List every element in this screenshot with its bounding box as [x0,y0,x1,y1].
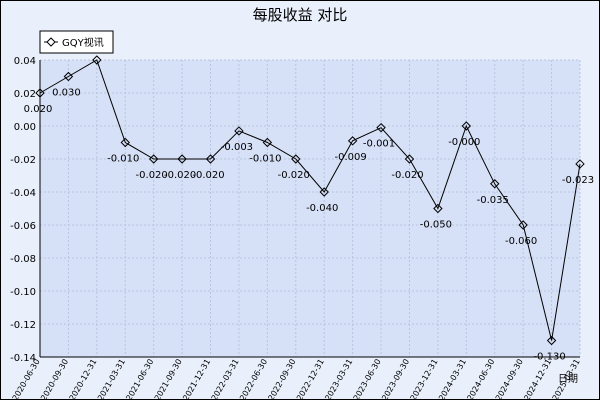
x-tick-label: 2022-03-31 [210,358,241,400]
data-point [63,71,74,82]
data-label: -0.020 [192,170,224,181]
data-label: -0.010 [107,154,139,165]
data-point [404,154,415,164]
y-tick-label: -0.06 [10,221,36,232]
data-label: -0.000 [448,137,480,148]
data-label: -0.009 [335,152,367,163]
x-tick-label: 2023-09-30 [380,358,411,400]
chart-title: 每股收益 对比 [253,6,348,24]
data-point [518,220,528,230]
y-tick-label: -0.10 [10,287,36,298]
plot-area [40,60,580,357]
legend-box [39,30,114,54]
x-tick-label: 2024-12-31 [522,358,553,400]
x-tick-label: 2024-09-30 [494,358,525,400]
x-tick-label: 2023-03-31 [323,358,354,400]
x-tick-label: 2022-12-31 [295,358,326,400]
y-tick-label: 0.00 [14,122,36,133]
data-label: -0.040 [306,203,338,214]
data-point [546,335,557,346]
data-point [490,179,500,189]
x-tick-label: 2024-06-30 [465,357,496,400]
y-tick-label: -0.14 [10,353,36,364]
x-tick-label: 2021-06-30 [124,358,155,400]
data-label: -0.020 [391,170,423,181]
x-tick-label: 2021-09-30 [153,358,184,400]
data-label: -0.010 [249,154,281,165]
data-label: -0.020 [278,170,310,181]
data-label: -0.050 [420,220,452,231]
data-point [262,137,273,148]
data-label: -0.035 [477,195,509,206]
y-tick-label: 0.04 [14,56,36,67]
data-point [291,154,301,164]
y-tick-label: -0.04 [10,188,36,199]
y-tick-label: -0.02 [10,155,36,166]
x-tick-label: 2023-06-30 [352,358,383,400]
x-tick-label: 2024-03-31 [437,358,468,400]
data-point [347,136,358,146]
data-point [148,154,159,164]
data-point [234,126,244,136]
data-label: 0.020 [24,104,53,115]
y-tick-label: -0.12 [10,320,36,331]
y-tick-label: -0.08 [10,254,36,265]
data-point [461,121,472,131]
x-tick-label: 2021-03-31 [96,358,127,400]
y-tick-label: 0.02 [14,89,36,100]
data-label: -0.023 [562,175,594,186]
data-point [205,154,216,164]
legend: GQY视讯 [39,30,114,54]
legend-diamond-icon [46,37,56,47]
x-tick-label: 2022-09-30 [266,358,297,400]
x-tick-label: 2022-06-30 [238,358,269,400]
data-point [120,137,130,148]
data-point [575,159,585,169]
legend-label: GQY视讯 [62,36,104,49]
data-label: -0.001 [363,139,395,150]
data-label: -0.130 [533,352,565,363]
data-point [376,122,386,133]
data-label: -0.020 [136,170,168,181]
x-tick-label: 2020-12-31 [68,358,99,400]
data-label: 0.030 [52,88,81,99]
x-tick-label: 2021-12-31 [181,358,212,400]
data-label: -0.060 [505,236,537,247]
data-label: -0.020 [164,170,196,181]
data-point [177,154,187,164]
x-axis-label: 日期 [558,373,578,385]
data-point [433,203,443,214]
data-point [92,55,102,65]
x-tick-label: 2020-09-30 [39,358,70,400]
data-point [35,88,45,98]
data-point [319,187,329,197]
series-line [39,59,581,341]
x-tick-label: 2023-12-31 [409,358,440,400]
data-label: -0.003 [221,142,253,153]
